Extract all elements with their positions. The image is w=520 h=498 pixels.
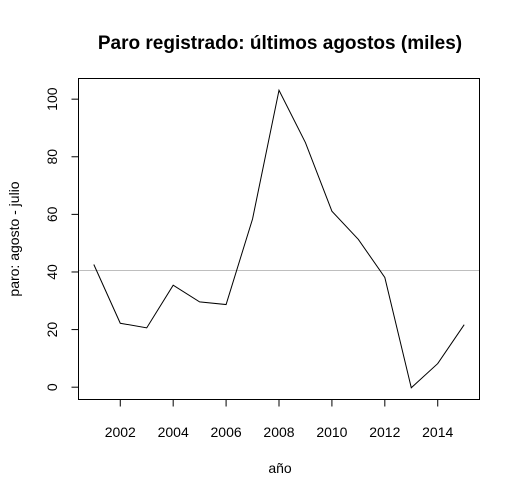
y-tick-label: 0	[44, 383, 60, 391]
y-tick-label: 20	[44, 322, 60, 338]
x-tick-label: 2002	[105, 424, 136, 440]
series-line-0	[93, 88, 465, 389]
x-tick-label: 2014	[422, 424, 453, 440]
x-tick-label: 2008	[263, 424, 294, 440]
x-tick-label: 2006	[211, 424, 242, 440]
y-tick-label: 40	[44, 264, 60, 280]
y-tick-label: 60	[44, 206, 60, 222]
x-tick-label: 2004	[158, 424, 189, 440]
x-axis: 2002 2004 2006 2008 2010 2012 2014	[105, 399, 454, 440]
series-group	[93, 88, 465, 389]
y-axis: 0 20 40 60 80 100	[44, 87, 79, 391]
x-axis-label: año	[268, 460, 292, 476]
y-tick-label: 80	[44, 149, 60, 165]
chart-title: Paro registrado: últimos agostos (miles)	[98, 33, 462, 54]
y-axis-label: paro: agosto - julio	[6, 181, 22, 296]
plot-frame	[78, 78, 480, 400]
x-tick-label: 2010	[316, 424, 347, 440]
x-tick-label: 2012	[369, 424, 400, 440]
y-tick-label: 100	[44, 87, 60, 111]
